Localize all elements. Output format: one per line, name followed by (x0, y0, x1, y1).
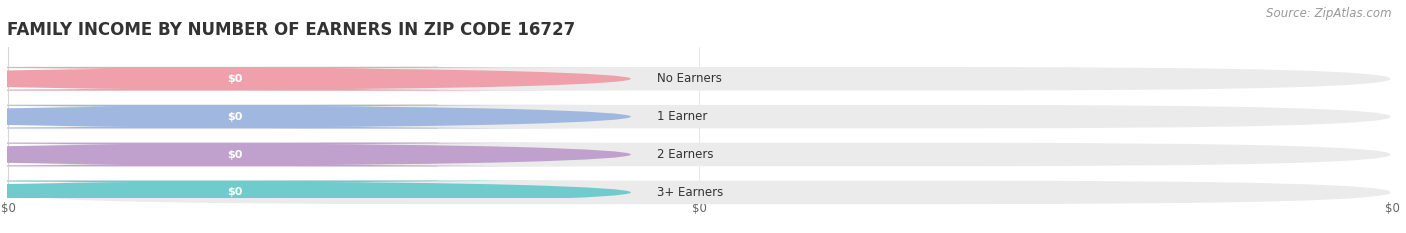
Text: 1 Earner: 1 Earner (657, 110, 707, 123)
Text: $0: $0 (228, 150, 242, 160)
Ellipse shape (0, 68, 631, 89)
Ellipse shape (0, 106, 631, 127)
Text: $0: $0 (228, 74, 242, 84)
FancyBboxPatch shape (0, 105, 437, 128)
FancyBboxPatch shape (0, 143, 437, 166)
FancyBboxPatch shape (8, 67, 1391, 90)
FancyBboxPatch shape (0, 67, 437, 90)
FancyBboxPatch shape (8, 181, 1391, 204)
Text: 2 Earners: 2 Earners (657, 148, 713, 161)
FancyBboxPatch shape (0, 143, 603, 166)
FancyBboxPatch shape (0, 67, 603, 90)
Ellipse shape (0, 144, 631, 165)
FancyBboxPatch shape (0, 181, 603, 204)
FancyBboxPatch shape (8, 143, 1391, 166)
Text: $0: $0 (228, 112, 242, 122)
FancyBboxPatch shape (0, 181, 437, 204)
Text: FAMILY INCOME BY NUMBER OF EARNERS IN ZIP CODE 16727: FAMILY INCOME BY NUMBER OF EARNERS IN ZI… (7, 21, 575, 39)
Text: 3+ Earners: 3+ Earners (657, 186, 723, 199)
Text: Source: ZipAtlas.com: Source: ZipAtlas.com (1267, 7, 1392, 20)
Text: $0: $0 (228, 187, 242, 197)
FancyBboxPatch shape (8, 105, 1391, 128)
FancyBboxPatch shape (0, 105, 603, 128)
Ellipse shape (0, 182, 631, 203)
Text: No Earners: No Earners (657, 72, 721, 85)
